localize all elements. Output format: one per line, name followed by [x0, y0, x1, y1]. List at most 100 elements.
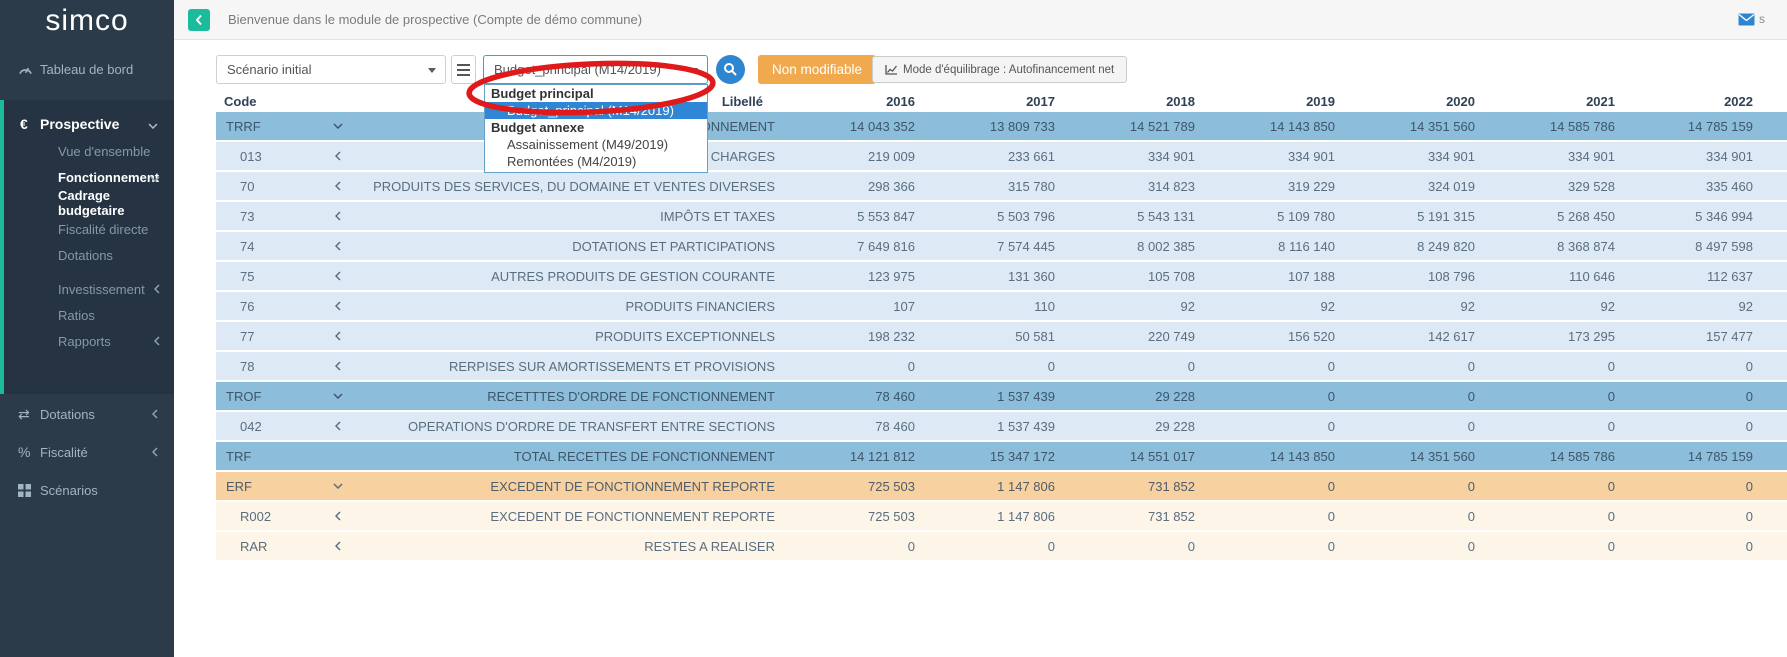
- cell-2021: 0: [1487, 502, 1627, 530]
- sidebar-item-fonctionnement[interactable]: Fonctionnement: [4, 164, 174, 190]
- table-row-trf[interactable]: TRFTOTAL RECETTES DE FONCTIONNEMENT14 12…: [216, 442, 1787, 470]
- cell-2016: 107: [787, 292, 927, 320]
- column-header-2022[interactable]: 2022: [1627, 90, 1765, 112]
- row-code: TROF: [216, 382, 290, 410]
- table-row-erf[interactable]: ERFEXCEDENT DE FONCTIONNEMENT REPORTE725…: [216, 472, 1787, 500]
- chevron-left-icon: [154, 334, 160, 349]
- cell-2021: 329 528: [1487, 172, 1627, 200]
- sidebar-item-cadrage-budgetaire[interactable]: Cadrage budgetaire: [4, 190, 174, 216]
- cell-2022: 0: [1627, 472, 1765, 500]
- table-row-042[interactable]: 042OPERATIONS D'ORDRE DE TRANSFERT ENTRE…: [216, 412, 1787, 440]
- sidebar-item-vue-d-ensemble[interactable]: Vue d'ensemble: [4, 138, 174, 164]
- chevron-left-icon[interactable]: [290, 232, 360, 260]
- row-label: PRODUITS DES SERVICES, DU DOMAINE ET VEN…: [360, 172, 787, 200]
- chevron-left-icon[interactable]: [290, 412, 360, 440]
- row-code: 75: [216, 262, 290, 290]
- cell-2020: 5 191 315: [1347, 202, 1487, 230]
- cell-2019: 0: [1207, 472, 1347, 500]
- table-row-r002[interactable]: R002EXCEDENT DE FONCTIONNEMENT REPORTE72…: [216, 502, 1787, 530]
- dropdown-option[interactable]: Assainissement (M49/2019): [485, 136, 707, 153]
- column-header-2019[interactable]: 2019: [1207, 90, 1347, 112]
- cell-2021: 334 901: [1487, 142, 1627, 170]
- sidebar-item-rapports[interactable]: Rapports: [4, 328, 174, 354]
- table-row-74[interactable]: 74DOTATIONS ET PARTICIPATIONS7 649 8167 …: [216, 232, 1787, 260]
- cell-2017: 315 780: [927, 172, 1067, 200]
- cell-2018: 92: [1067, 292, 1207, 320]
- column-header-2018[interactable]: 2018: [1067, 90, 1207, 112]
- sidebar-item-fiscalit-directe[interactable]: Fiscalité directe: [4, 216, 174, 242]
- column-header-code[interactable]: Code: [216, 90, 290, 112]
- table-row-trrf[interactable]: TRRFRECETTES REELLES DE FONCTIONNEMENT14…: [216, 112, 1787, 140]
- cell-2022: 112 637: [1627, 262, 1765, 290]
- table-row-75[interactable]: 75AUTRES PRODUITS DE GESTION COURANTE123…: [216, 262, 1787, 290]
- column-header-2016[interactable]: 2016: [787, 90, 927, 112]
- chevron-left-icon[interactable]: [290, 532, 360, 560]
- row-label: EXCEDENT DE FONCTIONNEMENT REPORTE: [360, 472, 787, 500]
- table-row-76[interactable]: 76PRODUITS FINANCIERS1071109292929292: [216, 292, 1787, 320]
- cell-2019: 0: [1207, 532, 1347, 560]
- euro-icon: €: [20, 116, 40, 132]
- table-row-70[interactable]: 70PRODUITS DES SERVICES, DU DOMAINE ET V…: [216, 172, 1787, 200]
- sidebar-item-fiscalit-[interactable]: %Fiscalité: [0, 434, 174, 470]
- cell-2017: 0: [927, 352, 1067, 380]
- cell-2016: 7 649 816: [787, 232, 927, 260]
- cell-2021: 92: [1487, 292, 1627, 320]
- sidebar-item-dotations[interactable]: Dotations: [4, 242, 174, 268]
- non-modifiable-button[interactable]: Non modifiable: [758, 55, 876, 84]
- sidebar-item-prospective[interactable]: € Prospective: [4, 110, 174, 138]
- chevron-left-icon[interactable]: [290, 142, 360, 170]
- sidebar-item-label: Ratios: [58, 308, 95, 323]
- dropdown-option-selected[interactable]: Budget_principal (M14/2019): [485, 102, 707, 119]
- table-row-77[interactable]: 77PRODUITS EXCEPTIONNELS198 23250 581220…: [216, 322, 1787, 350]
- scenario-select[interactable]: Scénario initial: [216, 55, 446, 84]
- chevron-left-icon[interactable]: [290, 202, 360, 230]
- row-label: DOTATIONS ET PARTICIPATIONS: [360, 232, 787, 260]
- chevron-left-icon[interactable]: [290, 322, 360, 350]
- chevron-left-icon[interactable]: [290, 292, 360, 320]
- sidebar-item-dotations[interactable]: ⇄Dotations: [0, 396, 174, 432]
- table-row-rar[interactable]: RARRESTES A REALISER0000000: [216, 532, 1787, 560]
- sidebar-item-investissement[interactable]: Investissement: [4, 276, 174, 302]
- search-button[interactable]: [716, 55, 745, 84]
- chevron-left-icon[interactable]: [290, 262, 360, 290]
- dropdown-option[interactable]: Remontées (M4/2019): [485, 153, 707, 170]
- cell-2022: 14 785 159: [1627, 112, 1765, 140]
- row-label: RESTES A REALISER: [360, 532, 787, 560]
- equilibrage-mode-button[interactable]: Mode d'équilibrage : Autofinancement net: [872, 56, 1127, 83]
- row-code: 73: [216, 202, 290, 230]
- sidebar-item-tableau-de-bord[interactable]: Tableau de bord: [0, 52, 174, 86]
- sidebar-item-label: Fiscalité directe: [58, 222, 148, 237]
- cell-2020: 0: [1347, 472, 1487, 500]
- column-header-2017[interactable]: 2017: [927, 90, 1067, 112]
- chevron-left-icon: [154, 282, 160, 297]
- sidebar-item-sc-narios[interactable]: Scénarios: [0, 472, 174, 508]
- table-row-trof[interactable]: TROFRECETTTES D'ORDRE DE FONCTIONNEMENT7…: [216, 382, 1787, 410]
- back-button[interactable]: [188, 9, 210, 31]
- chevron-left-icon[interactable]: [290, 172, 360, 200]
- cell-2019: 0: [1207, 382, 1347, 410]
- column-header-2020[interactable]: 2020: [1347, 90, 1487, 112]
- chevron-down-icon[interactable]: [290, 382, 360, 410]
- cell-2019: 334 901: [1207, 142, 1347, 170]
- row-code: TRRF: [216, 112, 290, 140]
- user-mail-area[interactable]: s: [1738, 12, 1765, 26]
- menu-hamburger-button[interactable]: [451, 55, 476, 84]
- row-label: AUTRES PRODUITS DE GESTION COURANTE: [360, 262, 787, 290]
- sidebar-item-ratios[interactable]: Ratios: [4, 302, 174, 328]
- cell-2018: 29 228: [1067, 412, 1207, 440]
- table-row-78[interactable]: 78RERPISES SUR AMORTISSEMENTS ET PROVISI…: [216, 352, 1787, 380]
- chevron-down-icon: [150, 170, 160, 185]
- row-code: R002: [216, 502, 290, 530]
- chevron-down-icon[interactable]: [290, 472, 360, 500]
- table-row-73[interactable]: 73IMPÔTS ET TAXES5 553 8475 503 7965 543…: [216, 202, 1787, 230]
- cell-2022: 5 346 994: [1627, 202, 1765, 230]
- cell-2022: 157 477: [1627, 322, 1765, 350]
- cell-2018: 314 823: [1067, 172, 1207, 200]
- chevron-left-icon[interactable]: [290, 352, 360, 380]
- table-row-013[interactable]: 013ATTENUATIONS DE CHARGES219 009233 661…: [216, 142, 1787, 170]
- budget-select[interactable]: Budget_principal (M14/2019): [483, 55, 708, 84]
- chevron-down-icon[interactable]: [290, 112, 360, 140]
- chevron-left-icon[interactable]: [290, 502, 360, 530]
- caret-down-icon: [428, 68, 436, 73]
- column-header-2021[interactable]: 2021: [1487, 90, 1627, 112]
